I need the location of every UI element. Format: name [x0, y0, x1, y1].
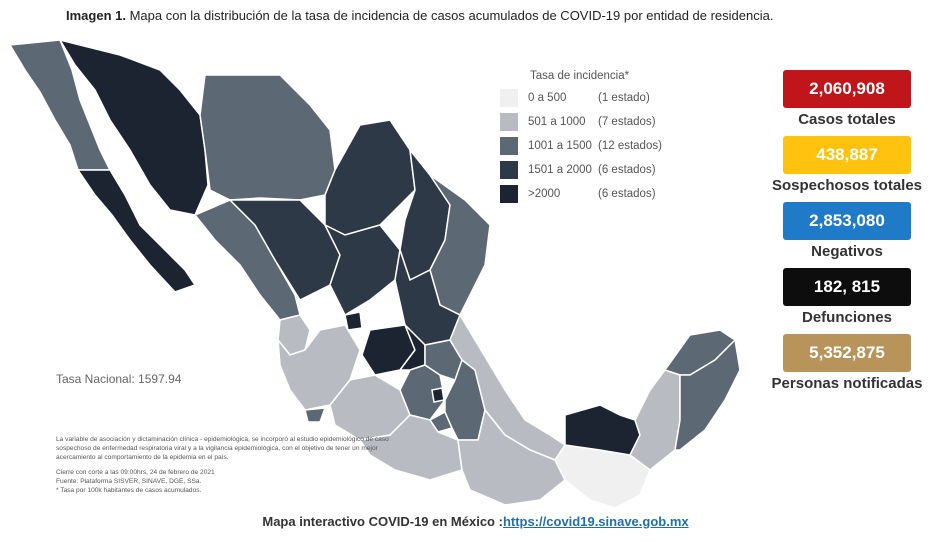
state-chihuahua	[199, 74, 336, 201]
state-baja-california-sur	[76, 169, 197, 293]
stat-sospechosos-totales: 438,887 Sospechosos totales	[752, 136, 942, 194]
legend-count: (12 estados)	[598, 140, 662, 152]
legend-count: (6 estados)	[598, 164, 656, 176]
footer: Mapa interactivo COVID-19 en México :htt…	[0, 514, 951, 529]
state-campeche	[629, 369, 681, 471]
state-cdmx	[431, 387, 445, 403]
legend-range: 501 a 1000	[528, 116, 586, 128]
legend-item: 501 a 1000 (7 estados)	[500, 110, 700, 134]
stat-defunciones: 182, 815 Defunciones	[752, 268, 942, 326]
map-legend: Tasa de incidencia* 0 a 500 (1 estado) 5…	[500, 70, 700, 206]
stat-value: 182, 815	[783, 268, 911, 306]
legend-range: 0 a 500	[528, 92, 567, 104]
mexico-map	[0, 30, 760, 510]
legend-swatch	[500, 161, 518, 179]
footnotes: La variable de asociación y dictaminació…	[56, 435, 416, 495]
legend-swatch	[500, 137, 518, 155]
legend-count: (6 estados)	[598, 188, 656, 200]
footnote-note: * Tasa por 100k habitantes de casos acum…	[56, 487, 202, 494]
legend-item: 0 a 500 (1 estado)	[500, 86, 700, 110]
footer-text: Mapa interactivo COVID-19 en México :	[262, 514, 503, 529]
state-aguascalientes	[344, 311, 363, 331]
map-link[interactable]: https://covid19.sinave.gob.mx	[502, 514, 689, 529]
caption-text: Mapa con la distribución de la tasa de i…	[129, 8, 774, 23]
legend-count: (1 estado)	[598, 92, 650, 104]
stat-label: Defunciones	[801, 309, 892, 326]
state-quintana-roo	[674, 338, 741, 451]
legend-range: 1001 a 1500	[528, 140, 592, 152]
legend-range: 1501 a 2000	[528, 164, 592, 176]
stat-label: Negativos	[811, 243, 883, 260]
stat-label: Personas notificadas	[771, 375, 923, 392]
national-rate: Tasa Nacional: 1597.94	[56, 372, 182, 386]
stat-label: Casos totales	[798, 111, 896, 128]
legend-item: >2000 (6 estados)	[500, 182, 700, 206]
caption-prefix: Imagen 1.	[66, 8, 126, 23]
state-coahuila	[324, 119, 416, 236]
footnote-source: Fuente: Plataforma SISVER, SINAVE, DGE, …	[56, 478, 202, 485]
stat-casos-totales: 2,060,908 Casos totales	[752, 70, 942, 128]
stat-label: Sospechosos totales	[771, 177, 923, 194]
legend-title: Tasa de incidencia*	[530, 70, 630, 82]
legend-swatch	[500, 89, 518, 107]
stat-value: 5,352,875	[783, 334, 911, 372]
legend-item: 1501 a 2000 (6 estados)	[500, 158, 700, 182]
legend-count: (7 estados)	[598, 116, 656, 128]
state-colima	[304, 407, 327, 423]
stat-value: 2,060,908	[783, 70, 911, 108]
legend-item: 1001 a 1500 (12 estados)	[500, 134, 700, 158]
stat-value: 438,887	[783, 136, 911, 174]
footnote-cutoff: Cierre con corte a las 09:00hrs, 24 de f…	[56, 469, 215, 476]
state-jalisco	[277, 324, 361, 411]
stat-negativos: 2,853,080 Negativos	[752, 202, 942, 260]
footnote-paragraph: La variable de asociación y dictaminació…	[56, 436, 389, 461]
legend-swatch	[500, 185, 518, 203]
legend-swatch	[500, 113, 518, 131]
stats-panel: 2,060,908 Casos totales 438,887 Sospecho…	[752, 70, 942, 400]
legend-range: >2000	[528, 188, 561, 200]
figure-caption: Imagen 1. Mapa con la distribución de la…	[66, 8, 926, 23]
state-zacatecas	[323, 223, 401, 317]
stat-personas-notificadas: 5,352,875 Personas notificadas	[752, 334, 942, 392]
stat-value: 2,853,080	[783, 202, 911, 240]
